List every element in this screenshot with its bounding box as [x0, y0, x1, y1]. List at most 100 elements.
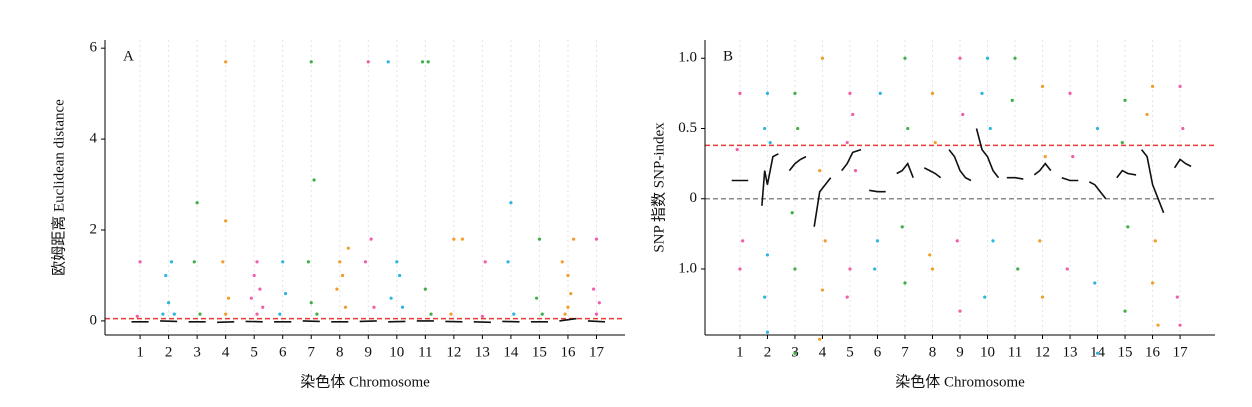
x-tick-label: 11 [1008, 344, 1022, 360]
point [226, 296, 231, 300]
point [1145, 112, 1149, 117]
y-tick-label: 1.0 [678, 50, 697, 66]
point [452, 237, 456, 241]
x-tick-label: 6 [874, 344, 882, 360]
y-tick-label: 0 [690, 190, 698, 206]
point [372, 305, 376, 309]
point [765, 253, 770, 257]
x-tick-label: 10 [389, 344, 404, 360]
point [1178, 323, 1182, 327]
point [1095, 126, 1100, 131]
point [1065, 267, 1069, 271]
x-tick-label: 15 [1118, 344, 1133, 360]
point [1043, 154, 1047, 159]
point [765, 91, 770, 95]
point [224, 219, 228, 223]
point [192, 260, 196, 264]
point [1175, 295, 1179, 299]
point [1126, 225, 1130, 229]
point [983, 295, 987, 299]
point [389, 296, 393, 300]
point [848, 91, 852, 95]
point [249, 296, 253, 300]
x-tick-label: 2 [764, 344, 772, 360]
point [252, 273, 256, 278]
x-tick-label: 12 [1035, 344, 1050, 360]
x-tick-label: 16 [1145, 344, 1161, 360]
y-tick-label: 0 [90, 312, 98, 328]
point [955, 239, 959, 243]
point [1150, 84, 1155, 88]
point [845, 140, 849, 145]
x-axis-label: 染色体 Chromosome [895, 373, 1025, 390]
point [873, 267, 877, 271]
point [1040, 295, 1045, 299]
point [560, 260, 564, 264]
point [423, 287, 427, 291]
x-tick-label: 8 [336, 344, 344, 360]
point [848, 267, 852, 271]
point [928, 253, 932, 257]
point [900, 225, 904, 229]
point [386, 60, 390, 64]
y-axis-label: 欧姆距离 Euclidean distance [50, 99, 67, 276]
point [224, 312, 228, 316]
point [449, 312, 453, 316]
point [346, 246, 350, 250]
x-tick-label: 4 [222, 344, 230, 360]
point [980, 91, 984, 95]
point [572, 237, 576, 241]
x-tick-label: 17 [589, 344, 605, 360]
point [1040, 84, 1045, 88]
point [793, 351, 797, 355]
point [460, 237, 465, 241]
point [569, 292, 573, 296]
point [594, 312, 599, 316]
point [1156, 323, 1160, 327]
point [1178, 84, 1182, 88]
point [768, 140, 772, 145]
x-tick-label: 10 [980, 344, 995, 360]
point [961, 112, 965, 117]
point [738, 267, 742, 271]
y-tick-label: 0.5 [678, 120, 697, 136]
point [991, 239, 995, 243]
x-tick-label: 6 [279, 344, 287, 360]
point [594, 237, 599, 241]
y-tick-label: 4 [90, 131, 98, 147]
x-tick-label: 15 [532, 344, 547, 360]
x-tick-label: 8 [929, 344, 937, 360]
x-tick-label: 2 [165, 344, 173, 360]
point [281, 260, 285, 264]
x-tick-label: 13 [475, 344, 490, 360]
point [1013, 56, 1017, 60]
point [930, 267, 935, 271]
y-axis-label: SNP 指数 SNP-index [650, 122, 667, 253]
point [958, 56, 962, 60]
x-tick-label: 5 [250, 344, 258, 360]
point [400, 305, 405, 309]
point [509, 201, 513, 205]
x-tick-label: 9 [956, 344, 964, 360]
point [563, 312, 567, 316]
point [1120, 140, 1124, 145]
point [738, 91, 742, 95]
x-tick-label: 13 [1063, 344, 1078, 360]
point [195, 201, 199, 205]
point [309, 60, 313, 64]
x-axis-label: 染色体 Chromosome [300, 373, 430, 390]
point [224, 60, 228, 64]
point [537, 237, 542, 241]
point [765, 330, 770, 334]
point [1181, 126, 1185, 131]
point [933, 140, 937, 145]
point [138, 260, 142, 264]
point [198, 312, 202, 316]
point [480, 314, 484, 318]
x-tick-label: 7 [901, 344, 909, 360]
point [853, 169, 858, 173]
point [255, 260, 259, 264]
y-tick-label: 1.0 [678, 260, 697, 276]
point [283, 292, 288, 296]
